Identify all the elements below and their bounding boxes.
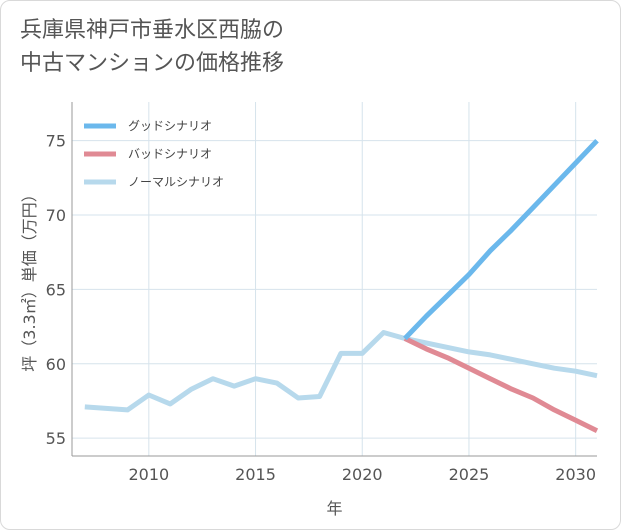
series-line-normal: [84, 330, 598, 413]
y-tick-label: 55: [46, 429, 66, 448]
y-tick-label: 60: [46, 355, 66, 374]
x-tick-label: 2030: [555, 465, 596, 484]
x-tick-label: 2010: [128, 465, 169, 484]
y-tick-label: 65: [46, 280, 66, 299]
chart-title-line-2: 中古マンションの価格推移: [20, 51, 285, 76]
series-line-bad: [403, 336, 599, 433]
x-tick-label: 2025: [449, 465, 490, 484]
legend-label-good: グッドシナリオ: [128, 119, 212, 133]
y-axis-label: 坪（3.3㎡）単価（万円）: [20, 186, 39, 371]
x-axis-label: 年: [326, 499, 342, 518]
x-tick-label: 2020: [342, 465, 383, 484]
legend-label-bad: バッドシナリオ: [128, 147, 212, 161]
x-tick-label: 2015: [235, 465, 276, 484]
legend-label-normal: ノーマルシナリオ: [128, 175, 224, 189]
chart-title: 兵庫県神戸市垂水区西脇の 中古マンションの価格推移: [20, 14, 284, 80]
series-line-good: [403, 138, 599, 341]
y-tick-label: 70: [46, 206, 66, 225]
y-tick-label: 75: [46, 132, 66, 151]
chart-title-line-1: 兵庫県神戸市垂水区西脇の: [20, 18, 285, 43]
